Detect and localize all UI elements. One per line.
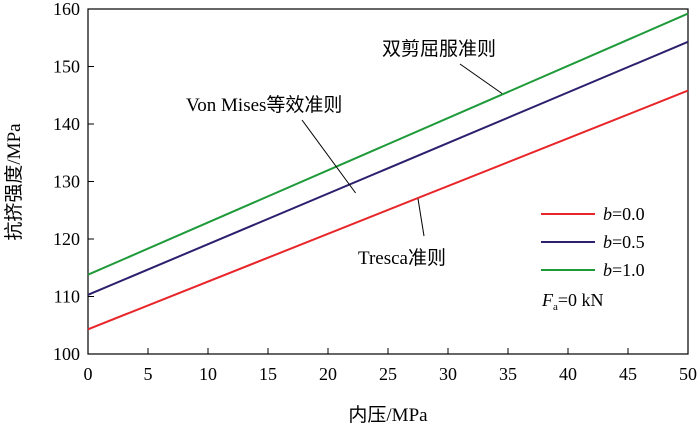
annotation-label: 双剪屈服准则 [382,38,496,60]
x-tick-label: 50 [679,364,697,384]
x-tick-label: 30 [439,364,457,384]
y-tick-label: 140 [53,114,80,134]
x-tick-label: 15 [259,364,277,384]
x-tick-label: 45 [619,364,637,384]
y-axis-title: 抗挤强度/MPa [3,123,25,241]
x-tick-label: 20 [319,364,337,384]
x-tick-label: 5 [144,364,153,384]
annotation-pointer [417,198,425,237]
legend-label: b=1.0 [603,260,645,280]
y-tick-label: 130 [53,172,80,192]
annotation-label: Tresca准则 [358,247,446,269]
legend-label: b=0.0 [603,204,645,224]
legend-note: Fa=0 kN [541,290,604,313]
x-axis-title: 内压/MPa [348,404,428,426]
y-tick-label: 110 [54,287,80,307]
x-tick-label: 0 [84,364,93,384]
x-tick-label: 25 [379,364,397,384]
x-tick-label: 40 [559,364,577,384]
ticks: 0 5 10 15 20 25 30 35 40 45 50 100 110 120 130 140 150 16… [53,0,697,384]
annotation-pointer [459,63,503,94]
legend-label: b=0.5 [603,232,645,252]
y-tick-label: 120 [53,229,80,249]
series-line [87,12,689,276]
annotation-pointer [301,119,357,194]
series-line [87,89,689,331]
x-tick-label: 35 [499,364,517,384]
x-tick-label: 10 [199,364,217,384]
annotations: 双剪屈服准则 Von Mises等效准则 Tresca准则 [186,38,503,269]
legend: b=0.0 b=0.5 b=1.0 Fa=0 kN [541,204,645,313]
annotation-label: Von Mises等效准则 [186,94,342,116]
series-line [87,40,689,296]
series-lines [87,12,689,331]
y-tick-label: 160 [53,0,80,19]
y-tick-label: 100 [53,344,80,364]
y-tick-label: 150 [53,57,80,77]
